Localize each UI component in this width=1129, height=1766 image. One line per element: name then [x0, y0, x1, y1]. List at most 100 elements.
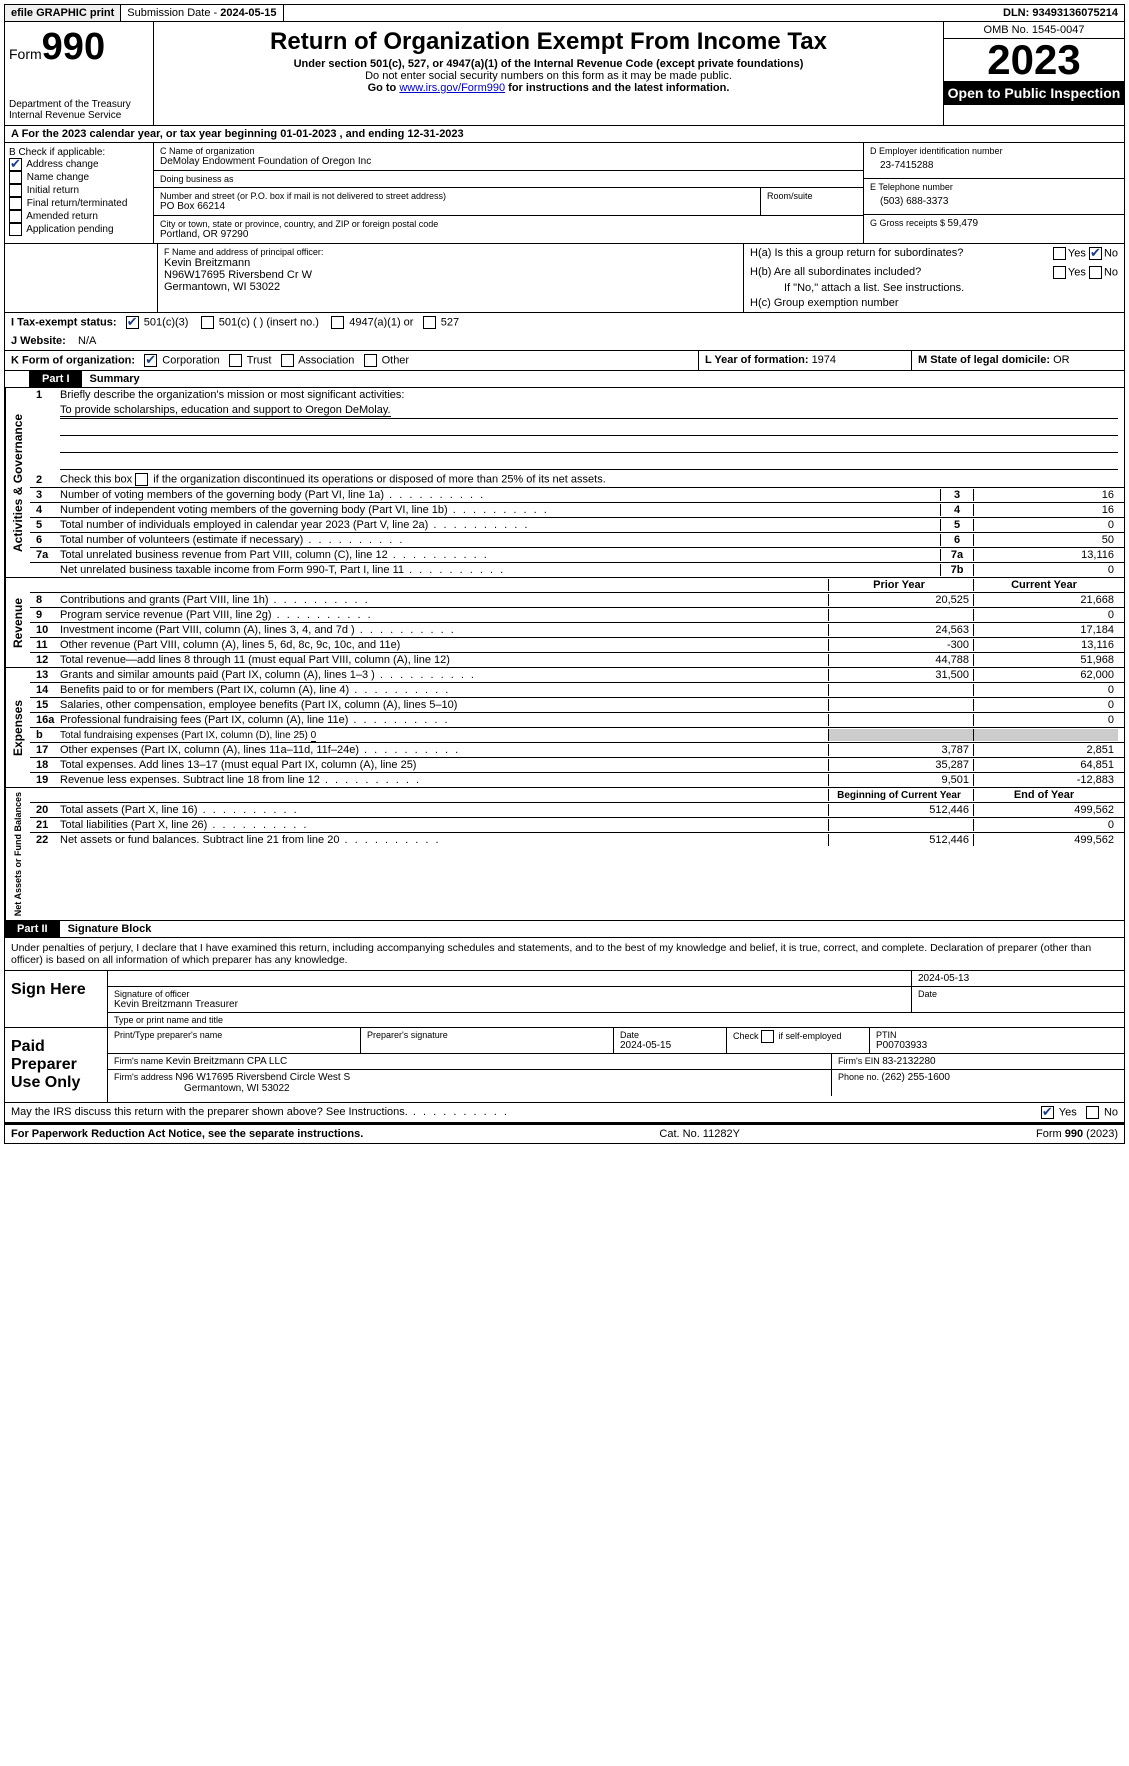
row-a-tax-year: A For the 2023 calendar year, or tax yea…: [4, 126, 1125, 143]
checkbox-icon[interactable]: [201, 316, 214, 329]
l-value: 1974: [812, 354, 836, 366]
checkbox-icon[interactable]: [1089, 266, 1102, 279]
checkbox-icon[interactable]: [135, 473, 148, 486]
yes-label: Yes: [1068, 266, 1086, 278]
governance-body: 1 Briefly describe the organization's mi…: [30, 388, 1124, 577]
num-15: 15: [36, 699, 60, 711]
discuss-yesno: Yes No: [1041, 1106, 1118, 1119]
check-initial[interactable]: Initial return: [9, 184, 149, 197]
col-b-checks: B Check if applicable: Address change Na…: [5, 143, 154, 243]
py-13: 31,500: [828, 669, 973, 681]
ey-21: 0: [973, 819, 1118, 831]
prep-date-label: Date: [620, 1030, 720, 1040]
py-19: 9,501: [828, 774, 973, 786]
org-name: DeMolay Endowment Foundation of Oregon I…: [160, 156, 857, 167]
4947-label: 4947(a)(1) or: [349, 316, 413, 328]
part1-governance: Activities & Governance 1 Briefly descri…: [4, 388, 1125, 578]
dln-value: 93493136075214: [1032, 7, 1118, 19]
gross-value: 59,479: [948, 218, 979, 229]
checkbox-icon[interactable]: [331, 316, 344, 329]
city-value: Portland, OR 97290: [160, 229, 857, 240]
check-name-change[interactable]: Name change: [9, 171, 149, 184]
checkbox-icon[interactable]: [423, 316, 436, 329]
box-7a: 7a: [940, 549, 974, 561]
g-gross-cell: G Gross receipts $ 59,479: [864, 215, 1124, 232]
checkbox-checked-icon[interactable]: [1089, 247, 1102, 260]
line7b: Net unrelated business taxable income fr…: [30, 562, 1124, 577]
paid-preparer-block: Paid Preparer Use Only Print/Type prepar…: [4, 1028, 1125, 1103]
ha-label: H(a) Is this a group return for subordin…: [750, 247, 1053, 260]
checkbox-checked-icon: [9, 158, 22, 171]
val-5: 0: [974, 519, 1118, 531]
check-final[interactable]: Final return/terminated: [9, 197, 149, 210]
part1-expenses: Expenses 13 Grants and similar amounts p…: [4, 668, 1125, 788]
efile-button[interactable]: efile GRAPHIC print: [5, 5, 121, 21]
num-19: 19: [36, 774, 60, 786]
prep-row2: Firm's name Kevin Breitzmann CPA LLC Fir…: [108, 1054, 1124, 1070]
submission-label: Submission Date -: [127, 7, 220, 19]
col-end: End of Year: [973, 789, 1118, 801]
goto-line: Go to www.irs.gov/Form990 for instructio…: [158, 82, 939, 94]
part2-header-row: Part II Signature Block: [4, 921, 1125, 938]
sig-officer-name: Kevin Breitzmann Treasurer: [114, 999, 905, 1010]
line11: 11 Other revenue (Part VIII, column (A),…: [30, 637, 1124, 652]
line4-desc: Number of independent voting members of …: [60, 504, 940, 516]
box-5: 5: [940, 519, 974, 531]
checkbox-icon[interactable]: [1053, 247, 1066, 260]
line11-desc: Other revenue (Part VIII, column (A), li…: [60, 639, 828, 651]
street-label: Number and street (or P.O. box if mail i…: [160, 191, 754, 201]
checkbox-icon: [9, 171, 22, 184]
py-12: 44,788: [828, 654, 973, 666]
num-16a: 16a: [36, 714, 60, 726]
room-label: Room/suite: [761, 188, 863, 215]
h-section: H(a) Is this a group return for subordin…: [744, 244, 1124, 312]
check-amended[interactable]: Amended return: [9, 210, 149, 223]
sign-here-label: Sign Here: [5, 971, 108, 1027]
py-16b-gray: [828, 729, 973, 741]
ptin-label: PTIN: [876, 1030, 1118, 1040]
line12-desc: Total revenue—add lines 8 through 11 (mu…: [60, 654, 828, 666]
d-ein-cell: D Employer identification number 23-7415…: [864, 143, 1124, 179]
city-cell: City or town, state or province, country…: [154, 216, 863, 243]
py-8: 20,525: [828, 594, 973, 606]
i-tax-status: I Tax-exempt status: 501(c)(3) 501(c) ( …: [5, 313, 1124, 332]
checkbox-icon[interactable]: [1053, 266, 1066, 279]
line17: 17 Other expenses (Part IX, column (A), …: [30, 742, 1124, 757]
line9-desc: Program service revenue (Part VIII, line…: [60, 609, 828, 621]
firm-ein-label: Firm's EIN: [838, 1056, 882, 1066]
vlabel-revenue: Revenue: [5, 578, 30, 667]
prep-row3: Firm's address N96 W17695 Riversbend Cir…: [108, 1070, 1124, 1096]
checkbox-icon[interactable]: [229, 354, 242, 367]
c-name-label: C Name of organization: [160, 146, 857, 156]
cy-16a: 0: [973, 714, 1118, 726]
irs-link[interactable]: www.irs.gov/Form990: [399, 82, 505, 94]
check-addr-change[interactable]: Address change: [9, 158, 149, 171]
line10-desc: Investment income (Part VIII, column (A)…: [60, 624, 828, 636]
checkbox-checked-icon[interactable]: [1041, 1106, 1054, 1119]
hc-label: H(c) Group exemption number: [744, 294, 1124, 312]
prep-date-value: 2024-05-15: [620, 1040, 720, 1051]
ptin-value: P00703933: [876, 1040, 1118, 1051]
num-13: 13: [36, 669, 60, 681]
mission-blank3: [60, 455, 1118, 470]
val-7b: 0: [974, 564, 1118, 576]
ha-row: H(a) Is this a group return for subordin…: [744, 244, 1124, 263]
form-word: Form: [9, 46, 42, 62]
checkbox-icon[interactable]: [364, 354, 377, 367]
checkbox-checked-icon[interactable]: [126, 316, 139, 329]
cy-11: 13,116: [973, 639, 1118, 651]
checkbox-icon[interactable]: [281, 354, 294, 367]
line13: 13 Grants and similar amounts paid (Part…: [30, 668, 1124, 682]
checkbox-icon[interactable]: [1086, 1106, 1099, 1119]
checkbox-icon[interactable]: [761, 1030, 774, 1043]
prep-row1: Print/Type preparer's name Preparer's si…: [108, 1028, 1124, 1054]
part1-revenue: Revenue Prior Year Current Year 8 Contri…: [4, 578, 1125, 668]
check-app-pending[interactable]: Application pending: [9, 223, 149, 236]
line14: 14 Benefits paid to or for members (Part…: [30, 682, 1124, 697]
section-fh: F Name and address of principal officer:…: [4, 244, 1125, 313]
line16a: 16a Professional fundraising fees (Part …: [30, 712, 1124, 727]
num-2: 2: [36, 474, 60, 486]
checkbox-checked-icon[interactable]: [144, 354, 157, 367]
l-year: L Year of formation: 1974: [699, 351, 912, 370]
dba-label: Doing business as: [160, 174, 857, 184]
